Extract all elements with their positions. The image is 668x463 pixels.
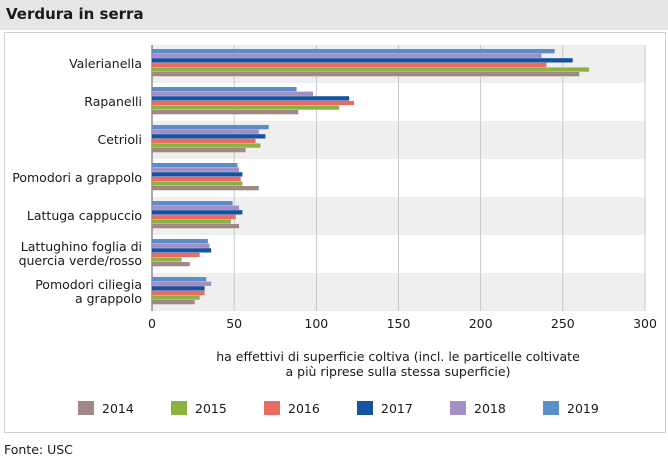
bar-2017: [152, 172, 243, 177]
source-note: Fonte: USC: [4, 442, 73, 457]
bar-2019: [152, 125, 269, 130]
x-tick-label: 300: [633, 316, 657, 331]
x-tick-label: 250: [551, 316, 575, 331]
x-tick-label: 150: [387, 316, 411, 331]
bar-2017: [152, 96, 350, 101]
bar-2014: [152, 110, 299, 115]
bar-2018: [152, 167, 240, 172]
bar-2016: [152, 100, 355, 106]
legend-swatch-2018: [450, 401, 466, 415]
bar-2018: [152, 243, 210, 248]
bar-2018: [152, 281, 212, 286]
legend-label-2016: 2016: [288, 401, 320, 416]
bar-2014: [152, 72, 580, 77]
legend-label-2018: 2018: [474, 401, 506, 416]
legend-label-2014: 2014: [102, 401, 134, 416]
bar-2019: [152, 163, 238, 168]
bar-2014: [152, 262, 190, 267]
bar-2018: [152, 91, 314, 96]
legend-swatch-2016: [264, 401, 280, 415]
legend-swatch-2015: [171, 401, 187, 415]
bar-2014: [152, 300, 195, 305]
legend-label-2019: 2019: [567, 401, 599, 416]
bar-2019: [152, 239, 208, 244]
x-axis-label: ha effettivi di superficie coltiva (incl…: [216, 349, 580, 379]
bar-2015: [152, 257, 182, 262]
category-label: Lattughino foglia di quercia verde/rosso: [19, 239, 142, 268]
legend-swatch-2014: [78, 401, 94, 415]
bar-2016: [152, 252, 200, 258]
bar-2015: [152, 181, 243, 186]
x-tick-label: 100: [304, 316, 328, 331]
bar-2016: [152, 290, 205, 296]
bar-2018: [152, 205, 240, 210]
bar-2015: [152, 295, 200, 300]
bar-2014: [152, 186, 259, 191]
bar-2017: [152, 134, 266, 139]
bar-2017: [152, 210, 243, 215]
bar-2015: [152, 67, 590, 72]
bar-2015: [152, 143, 261, 148]
bar-2016: [152, 214, 236, 220]
bar-2016: [152, 62, 547, 68]
legend-label-2017: 2017: [381, 401, 413, 416]
category-label: Pomodori ciliegia a grappolo: [35, 277, 142, 306]
bar-2019: [152, 49, 555, 54]
bar-2018: [152, 53, 542, 58]
bar-2017: [152, 248, 212, 253]
bar-2017: [152, 286, 205, 291]
category-label: Lattuga cappuccio: [27, 208, 142, 223]
bar-2015: [152, 105, 340, 110]
legend-label-2015: 2015: [195, 401, 227, 416]
bar-2014: [152, 224, 240, 229]
title-bar: Verdura in serra: [0, 0, 668, 30]
bar-2017: [152, 58, 573, 63]
category-label: Cetrioli: [97, 132, 142, 147]
x-tick-label: 50: [226, 316, 242, 331]
bar-2019: [152, 201, 233, 206]
bar-2016: [152, 176, 241, 182]
bar-2014: [152, 148, 246, 153]
legend-swatch-2017: [357, 401, 373, 415]
legend-swatch-2019: [543, 401, 559, 415]
x-tick-label: 200: [469, 316, 493, 331]
x-tick-label: 0: [148, 316, 156, 331]
bar-2018: [152, 129, 259, 134]
bar-2015: [152, 219, 231, 224]
category-label: Pomodori a grappolo: [12, 170, 142, 185]
bar-2019: [152, 277, 207, 282]
category-label: Valerianella: [69, 56, 142, 71]
bar-2016: [152, 138, 256, 144]
bar-2019: [152, 87, 297, 92]
chart-title: Verdura in serra: [6, 5, 144, 23]
category-label: Rapanelli: [84, 94, 142, 109]
